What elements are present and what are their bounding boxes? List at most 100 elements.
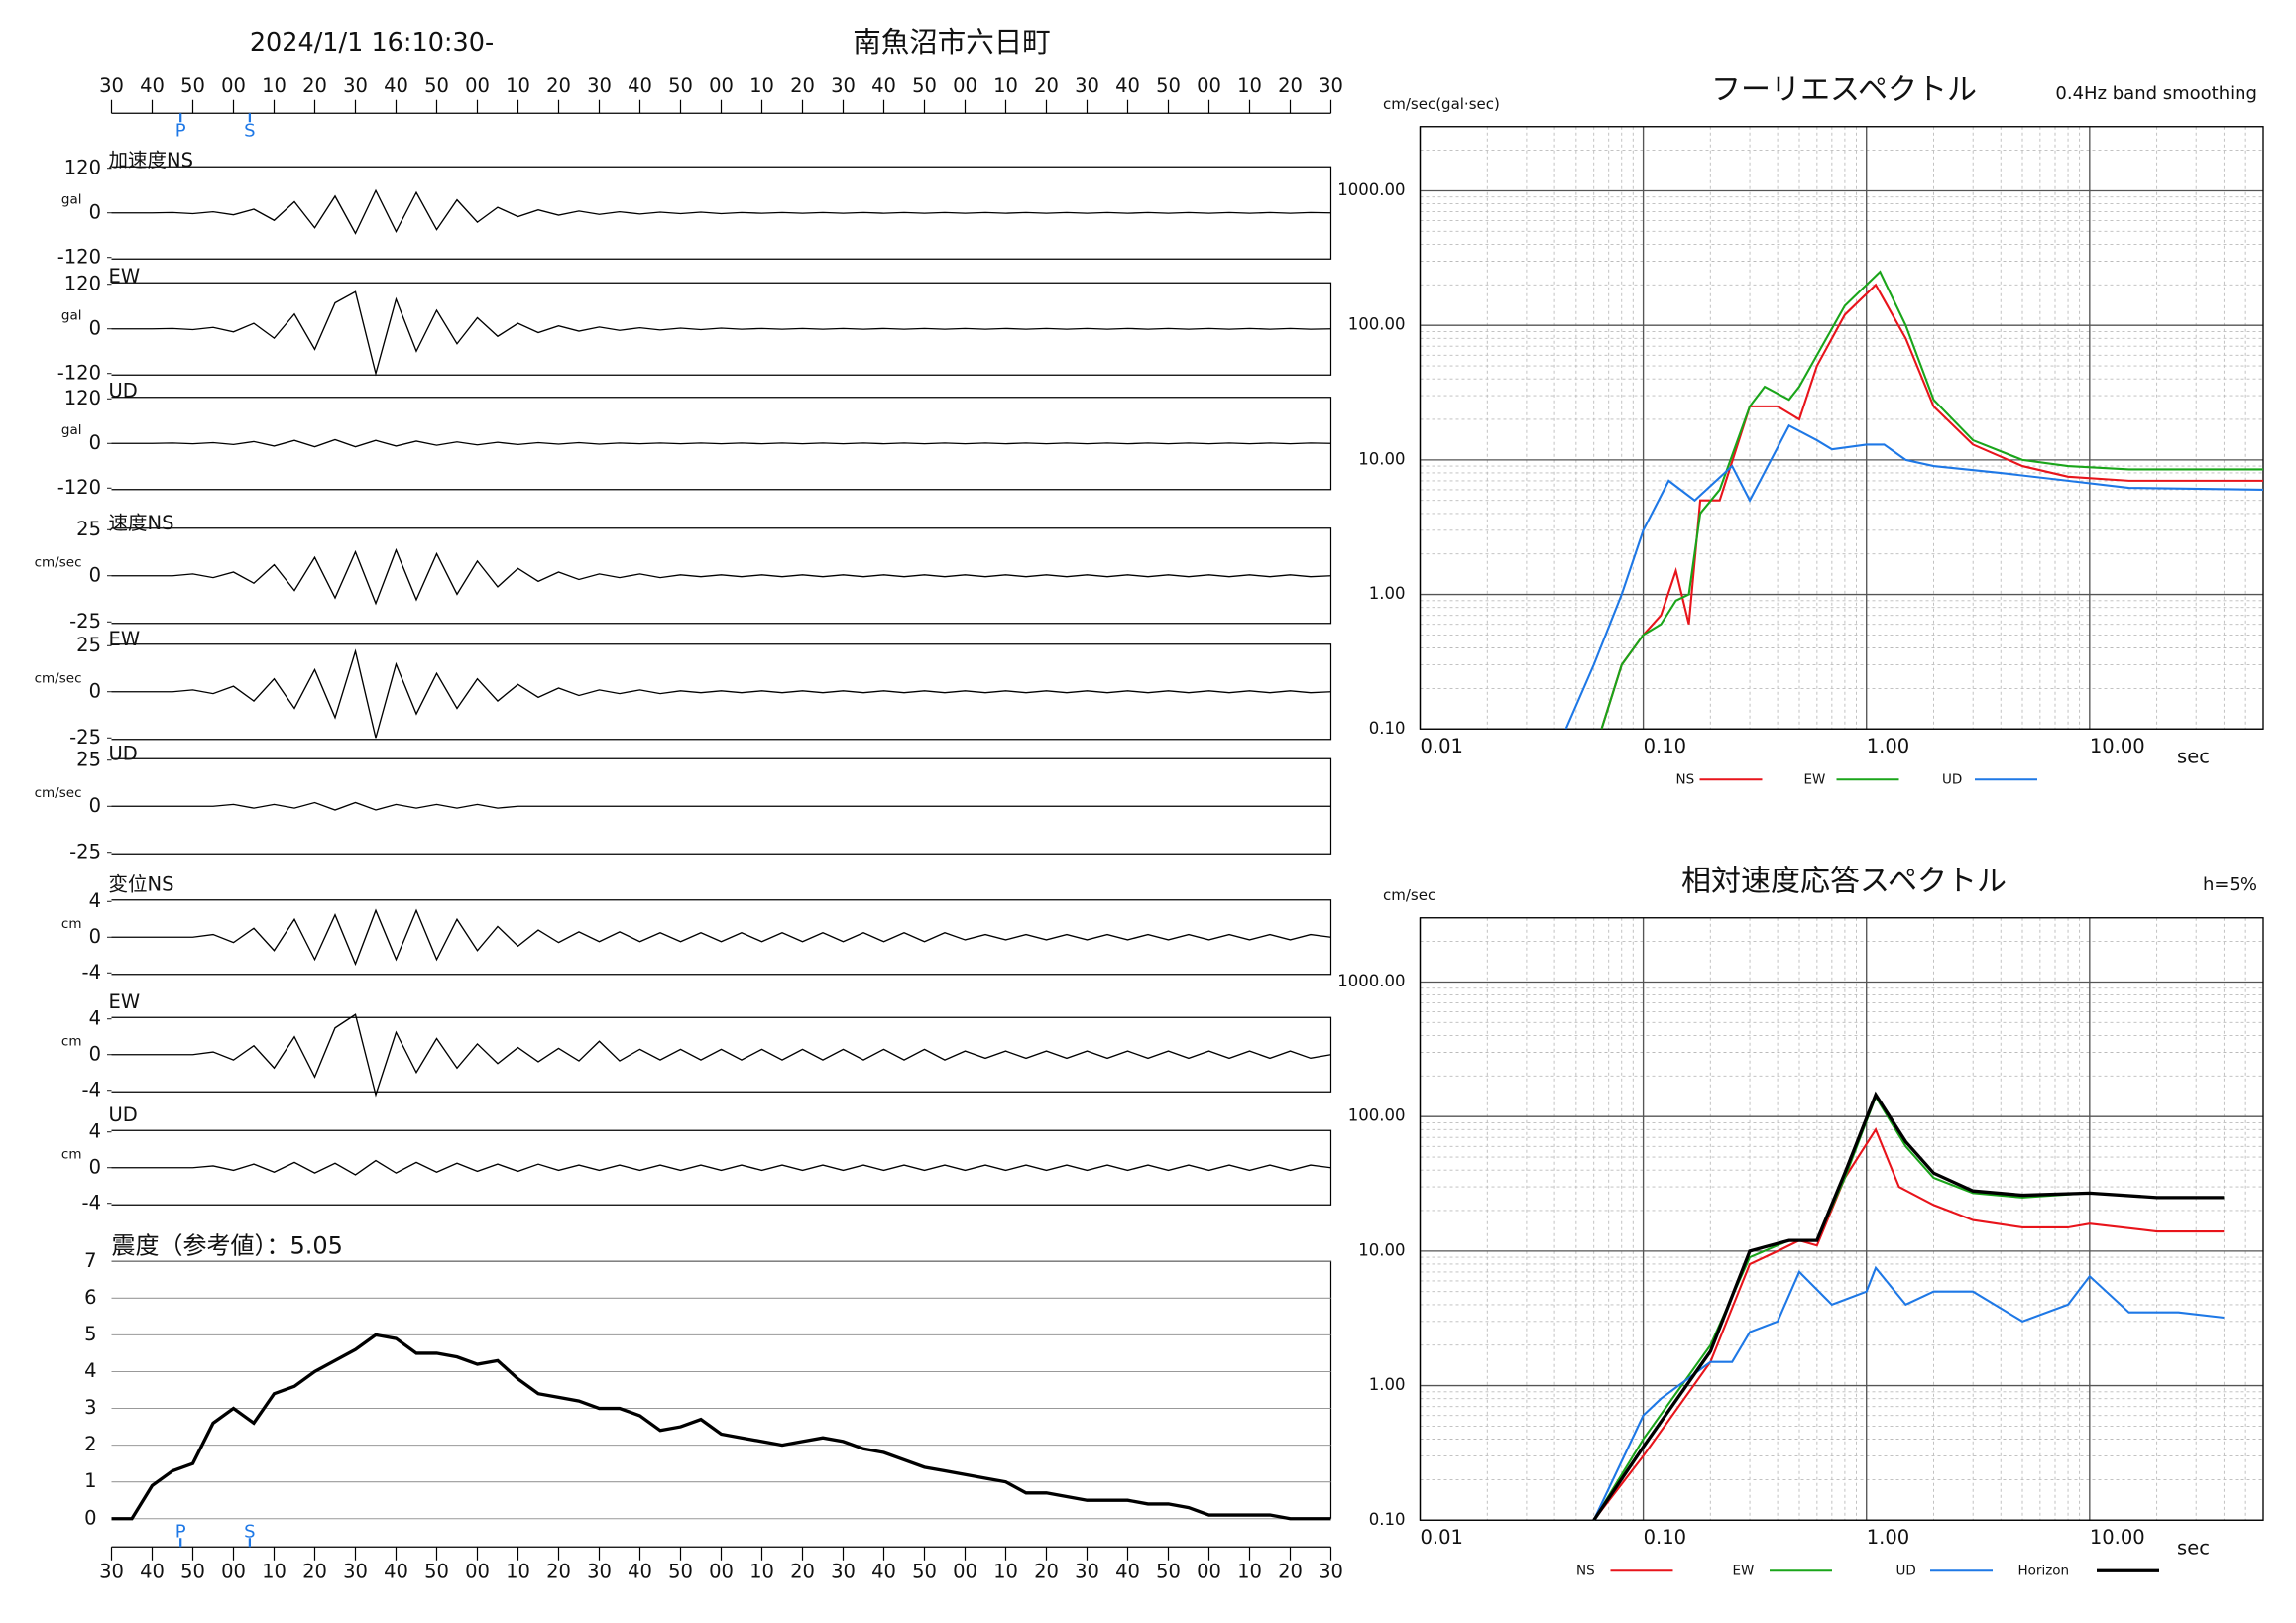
y-tick-label: 120 [64,156,101,178]
time-tick-label: 10 [1237,1560,1262,1582]
waveform-trace [111,438,1331,448]
y-tick-label: 100.00 [1348,1106,1406,1125]
y-tick-label: 1.00 [1369,584,1406,603]
spectrum-line [1600,283,2263,730]
time-tick-label: 50 [424,1560,449,1582]
y-tick-label: 0 [89,925,101,948]
time-tick-label: 00 [221,1560,246,1582]
time-tick-label: 40 [384,1560,408,1582]
panel-unit: cm/sec [35,670,82,686]
waveform-trace [111,801,1331,811]
y-tick-label: -120 [57,245,101,268]
legend-label: NS [1576,1563,1595,1578]
waveform-trace [111,1159,1331,1176]
spectrum-line [1592,1091,2225,1521]
y-tick-label: 100.00 [1348,315,1406,334]
y-tick-label: 4 [84,1359,96,1382]
time-tick-label: 50 [1156,74,1181,97]
y-tick-label: 10.00 [1358,449,1405,468]
panel-label: EW [109,990,141,1013]
time-tick-label: 30 [1075,1560,1099,1582]
y-tick-label: 0 [89,316,101,339]
y-tick-label: 25 [76,634,101,656]
time-tick-label: 30 [343,74,368,97]
time-tick-label: 50 [424,74,449,97]
time-tick-label: 10 [749,1560,774,1582]
waveform-trace [111,547,1331,606]
y-tick-label: 4 [89,889,101,912]
y-tick-label: 1000.00 [1337,180,1405,199]
time-tick-label: 30 [831,1560,856,1582]
panel-label: EW [109,628,141,650]
panel-label: 速度NS [109,512,174,534]
time-tick-label: 10 [506,1560,530,1582]
y-tick-label: 0 [89,1155,101,1178]
time-tick-label: 00 [953,74,977,97]
plot-frame [111,1260,1332,1519]
time-tick-label: 20 [302,74,327,97]
time-tick-label: 00 [221,74,246,97]
y-tick-label: 2 [84,1433,96,1455]
y-tick-label: -4 [82,1078,101,1101]
intensity-line [111,1333,1331,1521]
time-tick-label: 00 [1197,74,1221,97]
time-tick-label: 20 [1034,74,1059,97]
y-tick-label: -25 [69,726,101,749]
x-tick-label: 10.00 [2090,1526,2145,1549]
time-tick-label: 20 [1034,1560,1059,1582]
y-tick-label: 3 [84,1396,96,1419]
phase-label: S [244,120,255,141]
panel-frame [111,899,1332,976]
x-tick-label: 1.00 [1867,735,1909,757]
chart-title: 相対速度応答スペクトル [1681,864,2007,898]
time-tick-label: 10 [1237,74,1262,97]
y-tick-label: -120 [57,476,101,499]
spectrum-line [1564,423,2263,730]
time-tick-label: 30 [1075,74,1099,97]
time-tick-label: 40 [1115,74,1140,97]
y-tick-label: -25 [69,840,101,863]
waveform-trace [111,188,1331,235]
minor-grid [1420,917,2263,1521]
y-tick-label: 0 [89,794,101,817]
time-tick-label: 20 [302,1560,327,1582]
time-tick-label: 50 [1156,1560,1181,1582]
y-tick-label: 1.00 [1369,1375,1406,1394]
station: 南魚沼市六日町 [853,26,1051,58]
panel-label: 変位NS [109,872,174,895]
y-tick-label: 5 [84,1323,96,1345]
x-axis-label: sec [2177,745,2210,767]
panel-label: 加速度NS [109,149,193,172]
time-tick-label: 20 [1278,74,1303,97]
panel-unit: cm [61,1146,82,1162]
x-tick-label: 1.00 [1867,1526,1909,1549]
time-tick-label: 10 [262,74,287,97]
time-tick-label: 10 [993,74,1018,97]
panel-unit: gal [61,191,82,207]
spectrum-line [1600,270,2263,730]
panel-unit: cm/sec [35,554,82,570]
time-tick-label: 20 [546,74,571,97]
panel-unit: cm/sec [35,785,82,801]
time-tick-label: 10 [262,1560,287,1582]
spectrum-line [1592,1094,2225,1521]
time-tick-label: 30 [99,1560,124,1582]
y-tick-label: 0 [89,679,101,702]
time-tick-label: 00 [1197,1560,1221,1582]
legend-label: UD [1896,1563,1916,1578]
y-tick-label: 120 [64,272,101,294]
time-tick-label: 50 [912,74,937,97]
waveform-trace [111,1013,1331,1098]
y-tick-label: 6 [84,1286,96,1309]
time-tick-label: 30 [587,74,612,97]
legend-label: Horizon [2018,1563,2070,1578]
legend-label: EW [1733,1563,1755,1578]
y-tick-label: 25 [76,748,101,770]
panel-label: UD [109,742,138,764]
y-tick-label: 0 [89,563,101,586]
time-tick-label: 10 [506,74,530,97]
time-tick-label: 40 [140,74,165,97]
time-tick-label: 40 [140,1560,165,1582]
chart-title: 震度（参考値）：5.05 [112,1231,343,1259]
